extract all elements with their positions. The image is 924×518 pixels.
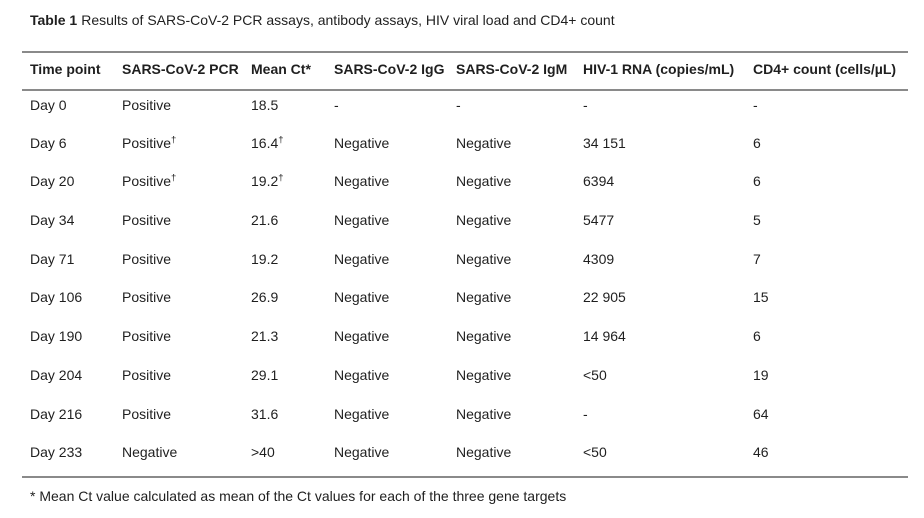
table-cell: Day 233 [30, 444, 83, 461]
table-caption-text: Results of SARS-CoV-2 PCR assays, antibo… [81, 12, 615, 28]
table-cell: Negative [334, 328, 390, 345]
table-header-row: Time point SARS-CoV-2 PCR Mean Ct* SARS-CoV… [22, 52, 908, 91]
table-cell: 14 964 [583, 328, 626, 345]
table-row: Day 0 Positive 18.5 - - - - [22, 90, 908, 129]
table-caption-label: Table 1 [30, 12, 78, 28]
table-cell: 16.4† [251, 134, 284, 151]
table-cell: Day 6 [30, 134, 67, 151]
column-header-cd4-count-cells-l: CD4+ count (cells/µL) [753, 52, 908, 91]
table-cell: Day 204 [30, 366, 83, 383]
table-cell: 5 [753, 212, 761, 229]
table-cell: 6 [753, 134, 761, 151]
table-cell: 26.9 [251, 289, 279, 306]
table-cell: Positive [122, 250, 172, 267]
table-row: Day 6 Positive† 16.4† Negative Negative 34 15… [22, 129, 908, 168]
dagger-marker: † [171, 134, 177, 146]
table-cell: Positive [122, 405, 172, 422]
table-cell: Day 190 [30, 328, 83, 345]
table-cell: 15 [753, 289, 769, 306]
table-cell: 34 151 [583, 134, 626, 151]
table-row: Day 216 Positive 31.6 Negative Negative - 64 [22, 400, 908, 439]
table-row: Day 204 Positive 29.1 Negative Negative <50 19 [22, 361, 908, 400]
table-cell: 64 [753, 405, 769, 422]
table-cell: 6 [753, 173, 761, 190]
table-cell: Negative [122, 444, 178, 461]
table-cell: Positive [122, 212, 172, 229]
table-cell: 4309 [583, 250, 615, 267]
table-row: Day 190 Positive 21.3 Negative Negative 14 96… [22, 322, 908, 361]
table-cell: Day 71 [30, 250, 75, 267]
footnote: * Mean Ct value calculated as mean of th… [30, 488, 567, 504]
table-cell: 6 [753, 328, 761, 345]
table-cell: - [583, 405, 588, 422]
table-cell: Negative [456, 173, 512, 190]
table-cell: Positive [122, 97, 172, 113]
table-cell: 31.6 [251, 405, 279, 422]
table-cell: Positive [122, 289, 172, 306]
table-cell: 22 905 [583, 289, 626, 306]
table-cell: Negative [334, 173, 390, 190]
table-cell: Negative [334, 250, 390, 267]
table-cell: - [753, 97, 758, 113]
table-cell: Day 0 [30, 97, 67, 113]
table-cell: - [334, 97, 339, 113]
table-row: Day 106 Positive 26.9 Negative Negative 22 90… [22, 283, 908, 322]
table-cell: <50 [583, 366, 607, 383]
table-cell: 7 [753, 250, 761, 267]
table-cell: Negative [456, 444, 512, 461]
table-cell: Positive† [122, 172, 177, 190]
column-header-hiv-1-rna-copies-ml: HIV-1 RNA (copies/mL) [583, 52, 753, 91]
table-cell: Negative [456, 405, 512, 422]
table-row: Day 20 Positive† 19.2† Negative Negative 6394… [22, 167, 908, 206]
table-cell: 29.1 [251, 366, 279, 383]
table-cell: Negative [456, 212, 512, 229]
table-cell: 6394 [583, 173, 615, 190]
table-cell: 19.2† [251, 172, 284, 190]
table-cell: 5477 [583, 212, 615, 229]
table-cell: Day 106 [30, 289, 83, 306]
table-cell: Day 34 [30, 212, 75, 229]
results-table: Time point SARS-CoV-2 PCR Mean Ct* SARS-CoV… [22, 51, 908, 478]
table-cell: 19.2 [251, 250, 279, 267]
table-cell: Negative [456, 366, 512, 383]
table-cell: Positive [122, 366, 172, 383]
table-cell: Day 20 [30, 173, 75, 190]
table-cell: Negative [456, 289, 512, 306]
table-cell: >40 [251, 444, 275, 461]
column-header-sars-cov-2-pcr: SARS-CoV-2 PCR [122, 52, 251, 91]
table-cell: <50 [583, 444, 607, 461]
table-cell: Negative [456, 250, 512, 267]
dagger-marker: † [278, 172, 284, 184]
column-header-sars-cov-2-igm: SARS-CoV-2 IgM [456, 52, 583, 91]
table-cell: 18.5 [251, 97, 279, 113]
table-cell: Negative [334, 405, 390, 422]
table-cell: Negative [334, 289, 390, 306]
table-cell: Negative [456, 134, 512, 151]
table-row: Day 233 Negative >40 Negative Negative <50 46 [22, 438, 908, 477]
column-header-time-point: Time point [22, 52, 122, 91]
table-cell: Negative [334, 134, 390, 151]
table-cell: 19 [753, 366, 769, 383]
table-cell: Negative [334, 366, 390, 383]
table-cell: 21.6 [251, 212, 279, 229]
table-cell: 21.3 [251, 328, 279, 345]
dagger-marker: † [171, 172, 177, 184]
table-cell: - [456, 97, 461, 113]
table-row: Day 34 Positive 21.6 Negative Negative 5477 5 [22, 206, 908, 245]
table-cell: Day 216 [30, 405, 83, 422]
table-row: Day 71 Positive 19.2 Negative Negative 4309 7 [22, 245, 908, 284]
table-cell: - [583, 97, 588, 113]
column-header-mean-ct: Mean Ct* [251, 52, 334, 91]
table-caption: Table 1 Results of SARS-CoV-2 PCR assays,… [30, 12, 615, 28]
table-cell: Negative [456, 328, 512, 345]
table-cell: Negative [334, 212, 390, 229]
table-cell: Negative [334, 444, 390, 461]
table-cell: 46 [753, 444, 769, 461]
dagger-marker: † [278, 134, 284, 146]
table-cell: Positive [122, 328, 172, 345]
table-cell: Positive† [122, 134, 177, 151]
column-header-sars-cov-2-igg: SARS-CoV-2 IgG [334, 52, 456, 91]
